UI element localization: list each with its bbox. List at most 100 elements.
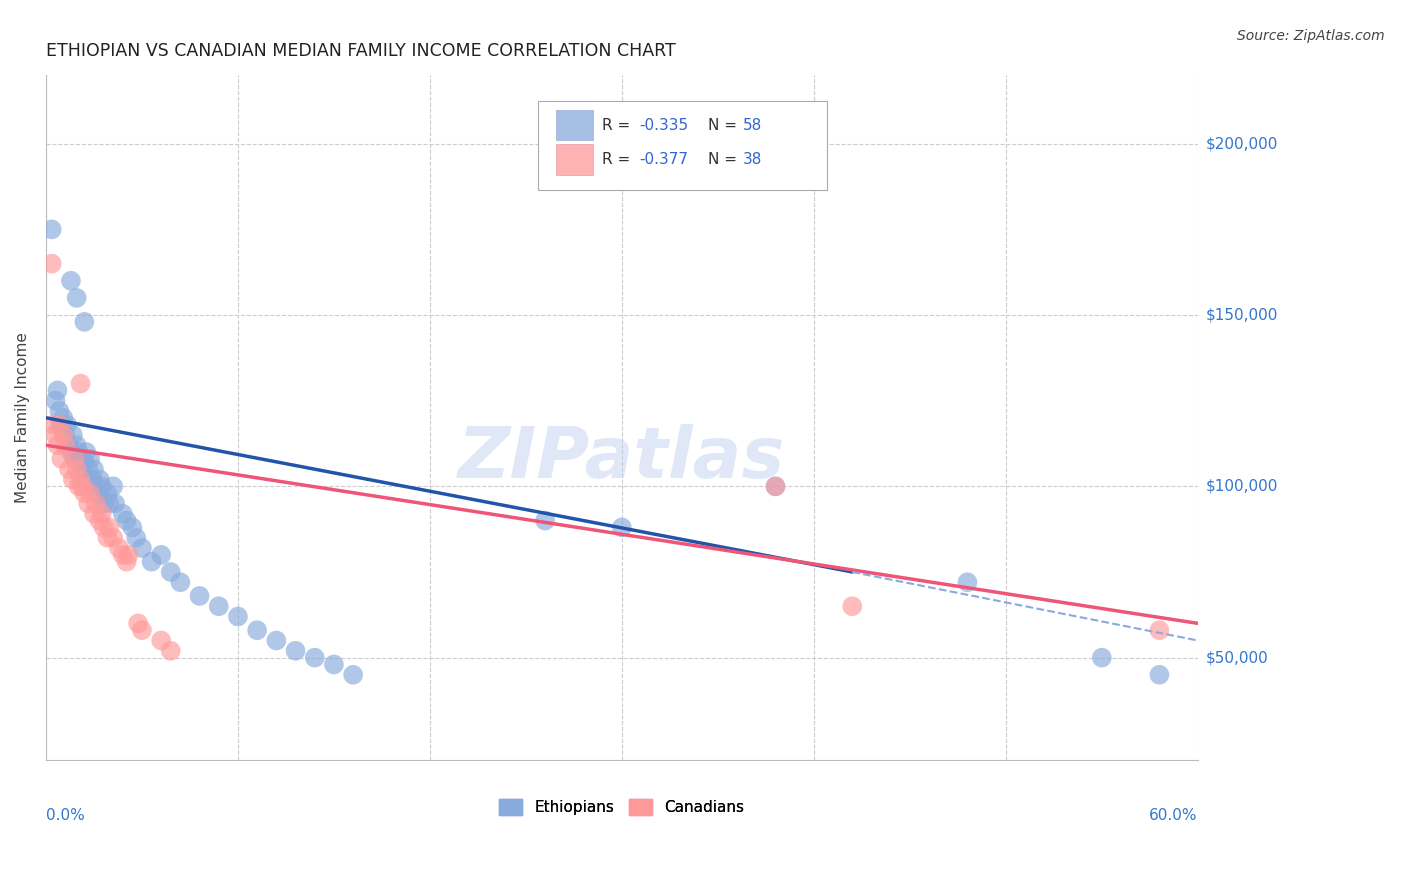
Point	[104, 496, 127, 510]
Point	[115, 555, 138, 569]
Point	[52, 410, 75, 425]
Text: 0.0%: 0.0%	[46, 808, 84, 823]
Point	[84, 479, 107, 493]
Point	[127, 616, 149, 631]
Text: 60.0%: 60.0%	[1149, 808, 1198, 823]
Point	[84, 496, 107, 510]
Point	[90, 507, 112, 521]
Point	[79, 451, 101, 466]
Point	[69, 376, 91, 391]
Point	[226, 609, 249, 624]
Point	[63, 451, 86, 466]
Point	[610, 520, 633, 534]
Point	[125, 531, 148, 545]
Point	[108, 541, 131, 555]
Point	[117, 548, 139, 562]
FancyBboxPatch shape	[538, 101, 827, 190]
Point	[159, 644, 181, 658]
Text: R =: R =	[602, 152, 636, 167]
Point	[150, 633, 173, 648]
Point	[111, 507, 134, 521]
Point	[79, 486, 101, 500]
Point	[323, 657, 346, 672]
Point	[69, 451, 91, 466]
Point	[46, 384, 69, 398]
Point	[93, 520, 115, 534]
Text: $200,000: $200,000	[1206, 136, 1278, 152]
Point	[66, 291, 89, 305]
Point	[51, 451, 73, 466]
Point	[80, 473, 103, 487]
Point	[73, 486, 96, 500]
Point	[56, 417, 79, 432]
FancyBboxPatch shape	[557, 145, 593, 175]
Point	[41, 257, 63, 271]
Point	[208, 599, 231, 614]
Text: R =: R =	[602, 118, 636, 133]
Legend: Ethiopians, Canadians: Ethiopians, Canadians	[494, 793, 751, 822]
Point	[1091, 650, 1114, 665]
Point	[75, 445, 97, 459]
Point	[66, 438, 89, 452]
Point	[66, 462, 89, 476]
Point	[58, 438, 80, 452]
Point	[58, 462, 80, 476]
Point	[111, 548, 134, 562]
Point	[115, 514, 138, 528]
Text: $50,000: $50,000	[1206, 650, 1268, 665]
Point	[534, 514, 557, 528]
Point	[51, 417, 73, 432]
Y-axis label: Median Family Income: Median Family Income	[15, 333, 30, 503]
Point	[304, 650, 326, 665]
Text: 38: 38	[742, 152, 762, 167]
Point	[101, 531, 124, 545]
Text: $150,000: $150,000	[1206, 308, 1278, 323]
Point	[62, 473, 84, 487]
Point	[67, 479, 90, 493]
Point	[150, 548, 173, 562]
Point	[67, 445, 90, 459]
Point	[98, 496, 121, 510]
Point	[53, 438, 76, 452]
Point	[42, 417, 65, 432]
Point	[48, 417, 70, 432]
Point	[96, 486, 118, 500]
Point	[765, 479, 787, 493]
Point	[59, 445, 82, 459]
Point	[46, 438, 69, 452]
Point	[87, 486, 110, 500]
Point	[169, 575, 191, 590]
Point	[956, 575, 979, 590]
Point	[45, 393, 67, 408]
Point	[77, 496, 100, 510]
Point	[141, 555, 163, 569]
Point	[266, 633, 288, 648]
Point	[96, 531, 118, 545]
Point	[53, 428, 76, 442]
Point	[90, 479, 112, 493]
Point	[48, 404, 70, 418]
Point	[41, 222, 63, 236]
Point	[1149, 624, 1171, 638]
Point	[131, 624, 153, 638]
Text: N =: N =	[709, 152, 742, 167]
Point	[121, 520, 143, 534]
Text: 58: 58	[742, 118, 762, 133]
Point	[72, 462, 94, 476]
Point	[83, 462, 105, 476]
Point	[765, 479, 787, 493]
Point	[93, 496, 115, 510]
Point	[284, 644, 307, 658]
Point	[69, 473, 91, 487]
Point	[45, 428, 67, 442]
Point	[62, 428, 84, 442]
Point	[342, 667, 364, 681]
Text: ZIPatlas: ZIPatlas	[458, 425, 786, 493]
Text: N =: N =	[709, 118, 742, 133]
Point	[1149, 667, 1171, 681]
Text: ETHIOPIAN VS CANADIAN MEDIAN FAMILY INCOME CORRELATION CHART: ETHIOPIAN VS CANADIAN MEDIAN FAMILY INCO…	[46, 42, 676, 60]
Point	[841, 599, 863, 614]
Point	[52, 428, 75, 442]
Point	[89, 473, 111, 487]
Point	[89, 514, 111, 528]
